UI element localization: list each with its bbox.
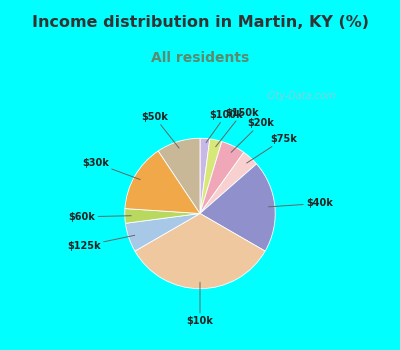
Wedge shape bbox=[125, 209, 200, 223]
Text: $10k: $10k bbox=[186, 282, 214, 326]
Wedge shape bbox=[200, 164, 275, 251]
Text: $20k: $20k bbox=[231, 118, 274, 152]
Wedge shape bbox=[125, 151, 200, 214]
Wedge shape bbox=[200, 152, 256, 214]
Text: $150k: $150k bbox=[216, 108, 259, 147]
Text: All residents: All residents bbox=[151, 51, 249, 65]
Wedge shape bbox=[200, 138, 210, 214]
Text: $50k: $50k bbox=[141, 112, 179, 148]
Text: $125k: $125k bbox=[67, 235, 135, 251]
Text: $60k: $60k bbox=[69, 212, 131, 222]
Wedge shape bbox=[200, 139, 222, 214]
Wedge shape bbox=[158, 138, 200, 214]
Text: City-Data.com: City-Data.com bbox=[267, 91, 336, 101]
Wedge shape bbox=[135, 214, 265, 289]
Wedge shape bbox=[126, 214, 200, 251]
Text: Income distribution in Martin, KY (%): Income distribution in Martin, KY (%) bbox=[32, 15, 368, 30]
Wedge shape bbox=[200, 141, 244, 214]
Text: $75k: $75k bbox=[247, 134, 297, 163]
Text: $30k: $30k bbox=[82, 158, 140, 180]
Text: $40k: $40k bbox=[268, 198, 333, 209]
Text: $100k: $100k bbox=[206, 110, 243, 142]
